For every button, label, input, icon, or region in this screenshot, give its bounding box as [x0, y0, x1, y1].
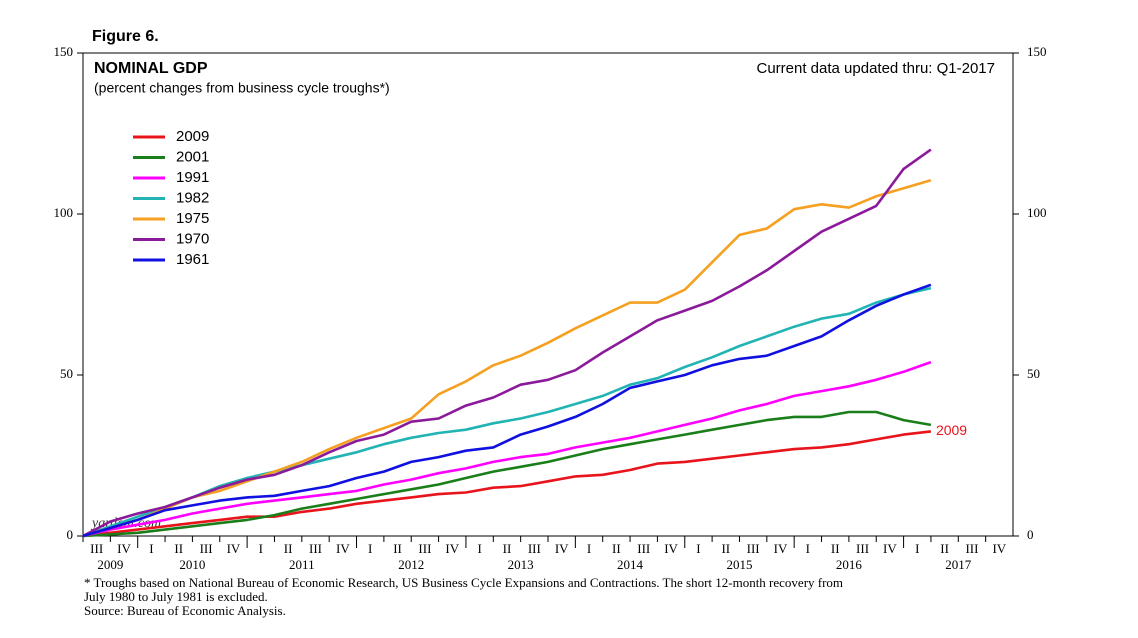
x-tick-label: I [368, 541, 372, 556]
x-tick-label: I [696, 541, 700, 556]
x-tick-label: IV [336, 541, 350, 556]
x-tick-label: I [477, 541, 481, 556]
year-label: 2009 [97, 557, 123, 572]
legend-label: 2001 [176, 148, 209, 165]
x-tick-label: II [174, 541, 183, 556]
x-tick-label: III [856, 541, 869, 556]
x-tick-label: II [831, 541, 840, 556]
legend-label: 1970 [176, 230, 209, 247]
legend-label: 1982 [176, 189, 209, 206]
x-tick-label: IV [664, 541, 678, 556]
year-label: 2016 [836, 557, 863, 572]
y-tick-label: 50 [1027, 366, 1040, 381]
series-line [82, 178, 932, 538]
x-tick-label: IV [883, 541, 897, 556]
x-tick-label: IV [774, 541, 788, 556]
x-tick-label: III [90, 541, 103, 556]
x-tick-label: III [747, 541, 760, 556]
source: Source: Bureau of Economic Analysis. [84, 603, 286, 618]
y-tick-label: 100 [54, 205, 74, 220]
year-label: 2013 [508, 557, 534, 572]
series-line [82, 283, 932, 538]
legend-label: 1975 [176, 210, 209, 227]
legend-label: 1991 [176, 169, 209, 186]
x-tick-label: II [721, 541, 730, 556]
x-tick-label: II [940, 541, 949, 556]
x-tick-label: III [309, 541, 322, 556]
series-line [82, 360, 932, 538]
series-line [82, 430, 932, 538]
y-tick-label: 50 [60, 366, 73, 381]
x-tick-label: III [528, 541, 541, 556]
footnote-line: July 1980 to July 1981 is excluded. [84, 589, 268, 604]
footnote-line: * Troughs based on National Bureau of Ec… [84, 575, 843, 590]
y-tick-label: 0 [1027, 527, 1034, 542]
x-tick-label: IV [117, 541, 131, 556]
x-tick-label: I [259, 541, 263, 556]
x-tick-label: III [200, 541, 213, 556]
year-label: 2017 [945, 557, 972, 572]
x-tick-label: III [637, 541, 650, 556]
x-tick-label: II [503, 541, 512, 556]
y-tick-label: 150 [1027, 44, 1047, 59]
x-tick-label: II [393, 541, 402, 556]
y-tick-label: 150 [54, 44, 74, 59]
x-tick-label: II [284, 541, 293, 556]
series-line [82, 410, 932, 538]
figure-label: Figure 6. [92, 28, 159, 45]
series-line [82, 148, 932, 538]
year-label: 2010 [179, 557, 205, 572]
x-tick-label: I [806, 541, 810, 556]
x-tick-label: I [149, 541, 153, 556]
x-tick-label: IV [445, 541, 459, 556]
y-tick-label: 0 [67, 527, 74, 542]
year-label: 2011 [289, 557, 315, 572]
x-tick-label: I [915, 541, 919, 556]
x-tick-label: III [418, 541, 431, 556]
series-line [82, 286, 932, 538]
legend-label: 2009 [176, 128, 209, 145]
year-label: 2012 [398, 557, 424, 572]
plot-frame [82, 52, 1014, 537]
chart-subtitle: (percent changes from business cycle tro… [94, 80, 390, 96]
x-tick-label: III [965, 541, 978, 556]
x-tick-label: IV [992, 541, 1006, 556]
x-tick-label: IV [555, 541, 569, 556]
x-tick-label: I [587, 541, 591, 556]
update-note: Current data updated thru: Q1-2017 [757, 60, 996, 77]
chart-title: NOMINAL GDP [94, 60, 208, 77]
legend-label: 1961 [176, 251, 209, 268]
year-label: 2014 [617, 557, 644, 572]
x-tick-label: II [612, 541, 621, 556]
end-label: 2009 [936, 422, 967, 438]
y-tick-label: 100 [1027, 205, 1047, 220]
year-label: 2015 [726, 557, 752, 572]
x-tick-label: IV [227, 541, 241, 556]
